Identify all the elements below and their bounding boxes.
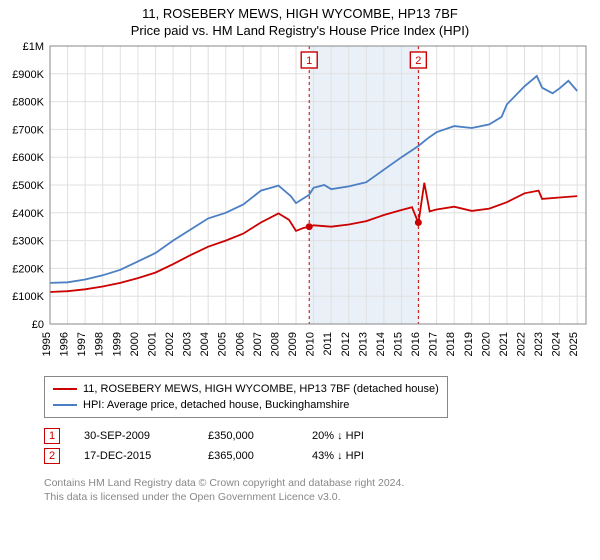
x-tick-label: 2021 (498, 332, 510, 356)
sale-row-delta: 20% ↓ HPI (312, 430, 422, 442)
x-tick-label: 2006 (234, 332, 246, 356)
x-tick-label: 2024 (551, 332, 563, 356)
x-tick-label: 2016 (410, 332, 422, 356)
y-tick-label: £300K (12, 236, 44, 248)
sale-row-delta: 43% ↓ HPI (312, 450, 422, 462)
x-tick-label: 1997 (76, 332, 88, 356)
x-tick-label: 2018 (445, 332, 457, 356)
x-tick-label: 1999 (111, 332, 123, 356)
x-tick-label: 1998 (94, 332, 106, 356)
legend-swatch (53, 388, 77, 390)
x-tick-label: 2012 (340, 332, 352, 356)
sales-table: 1 30-SEP-2009 £350,000 20% ↓ HPI 2 17-DEC-201… (44, 426, 600, 466)
title-address: 11, ROSEBERY MEWS, HIGH WYCOMBE, HP13 7B… (0, 6, 600, 21)
sale-row: 1 30-SEP-2009 £350,000 20% ↓ HPI (44, 426, 600, 446)
x-tick-label: 2011 (322, 332, 334, 356)
y-tick-label: £600K (12, 152, 44, 164)
price-chart: £0 £100K £200K £300K £400K £500K £600K £700K £80… (0, 40, 600, 370)
sale-row-marker: 1 (44, 428, 60, 444)
x-tick-label: 2015 (392, 332, 404, 356)
x-tick-label: 1996 (59, 332, 71, 356)
x-tick-label: 2014 (375, 332, 387, 356)
x-tick-label: 2009 (287, 332, 299, 356)
y-tick-label: £100K (12, 291, 44, 303)
x-tick-label: 2007 (252, 332, 264, 356)
legend: 11, ROSEBERY MEWS, HIGH WYCOMBE, HP13 7B… (44, 376, 448, 418)
x-tick-label: 2000 (129, 332, 141, 356)
legend-label: 11, ROSEBERY MEWS, HIGH WYCOMBE, HP13 7B… (83, 383, 439, 395)
sale-row-marker: 2 (44, 448, 60, 464)
y-tick-label: £200K (12, 263, 44, 275)
sale-marker-label: 1 (306, 55, 312, 67)
footer-line2: This data is licensed under the Open Gov… (44, 490, 600, 504)
legend-label: HPI: Average price, detached house, Buck… (83, 399, 349, 411)
attribution-footer: Contains HM Land Registry data © Crown c… (44, 476, 600, 504)
x-tick-label: 2017 (428, 332, 440, 356)
x-tick-label: 2004 (199, 332, 211, 356)
x-tick-label: 2005 (217, 332, 229, 356)
legend-swatch (53, 404, 77, 406)
y-tick-label: £1M (23, 41, 44, 53)
footer-line1: Contains HM Land Registry data © Crown c… (44, 476, 600, 490)
y-tick-label: £400K (12, 208, 44, 220)
x-tick-label: 2019 (463, 332, 475, 356)
y-tick-label: £700K (12, 124, 44, 136)
sale-row-price: £350,000 (208, 430, 288, 442)
x-tick-label: 2002 (164, 332, 176, 356)
sale-row-date: 17-DEC-2015 (84, 450, 184, 462)
y-tick-label: £500K (12, 180, 44, 192)
y-tick-label: £0 (32, 319, 44, 331)
legend-item: 11, ROSEBERY MEWS, HIGH WYCOMBE, HP13 7B… (53, 381, 439, 397)
chart-svg: £0 £100K £200K £300K £400K £500K £600K £700K £80… (0, 40, 600, 370)
x-tick-label: 2003 (182, 332, 194, 356)
x-tick-label: 2001 (146, 332, 158, 356)
x-tick-label: 2010 (305, 332, 317, 356)
y-tick-label: £900K (12, 69, 44, 81)
x-tick-label: 2022 (515, 332, 527, 356)
x-tick-label: 2020 (480, 332, 492, 356)
x-tick-label: 1995 (41, 332, 53, 356)
x-tick-label: 2025 (568, 332, 580, 356)
y-tick-label: £800K (12, 97, 44, 109)
sale-row-date: 30-SEP-2009 (84, 430, 184, 442)
sale-point (415, 219, 422, 226)
chart-title-block: 11, ROSEBERY MEWS, HIGH WYCOMBE, HP13 7B… (0, 0, 600, 40)
title-subtitle: Price paid vs. HM Land Registry's House … (0, 23, 600, 38)
sale-marker-label: 2 (415, 55, 421, 67)
sale-row-price: £365,000 (208, 450, 288, 462)
sale-point (306, 223, 313, 230)
sale-row: 2 17-DEC-2015 £365,000 43% ↓ HPI (44, 446, 600, 466)
x-tick-label: 2008 (269, 332, 281, 356)
legend-item: HPI: Average price, detached house, Buck… (53, 397, 439, 413)
x-tick-label: 2013 (357, 332, 369, 356)
x-tick-label: 2023 (533, 332, 545, 356)
